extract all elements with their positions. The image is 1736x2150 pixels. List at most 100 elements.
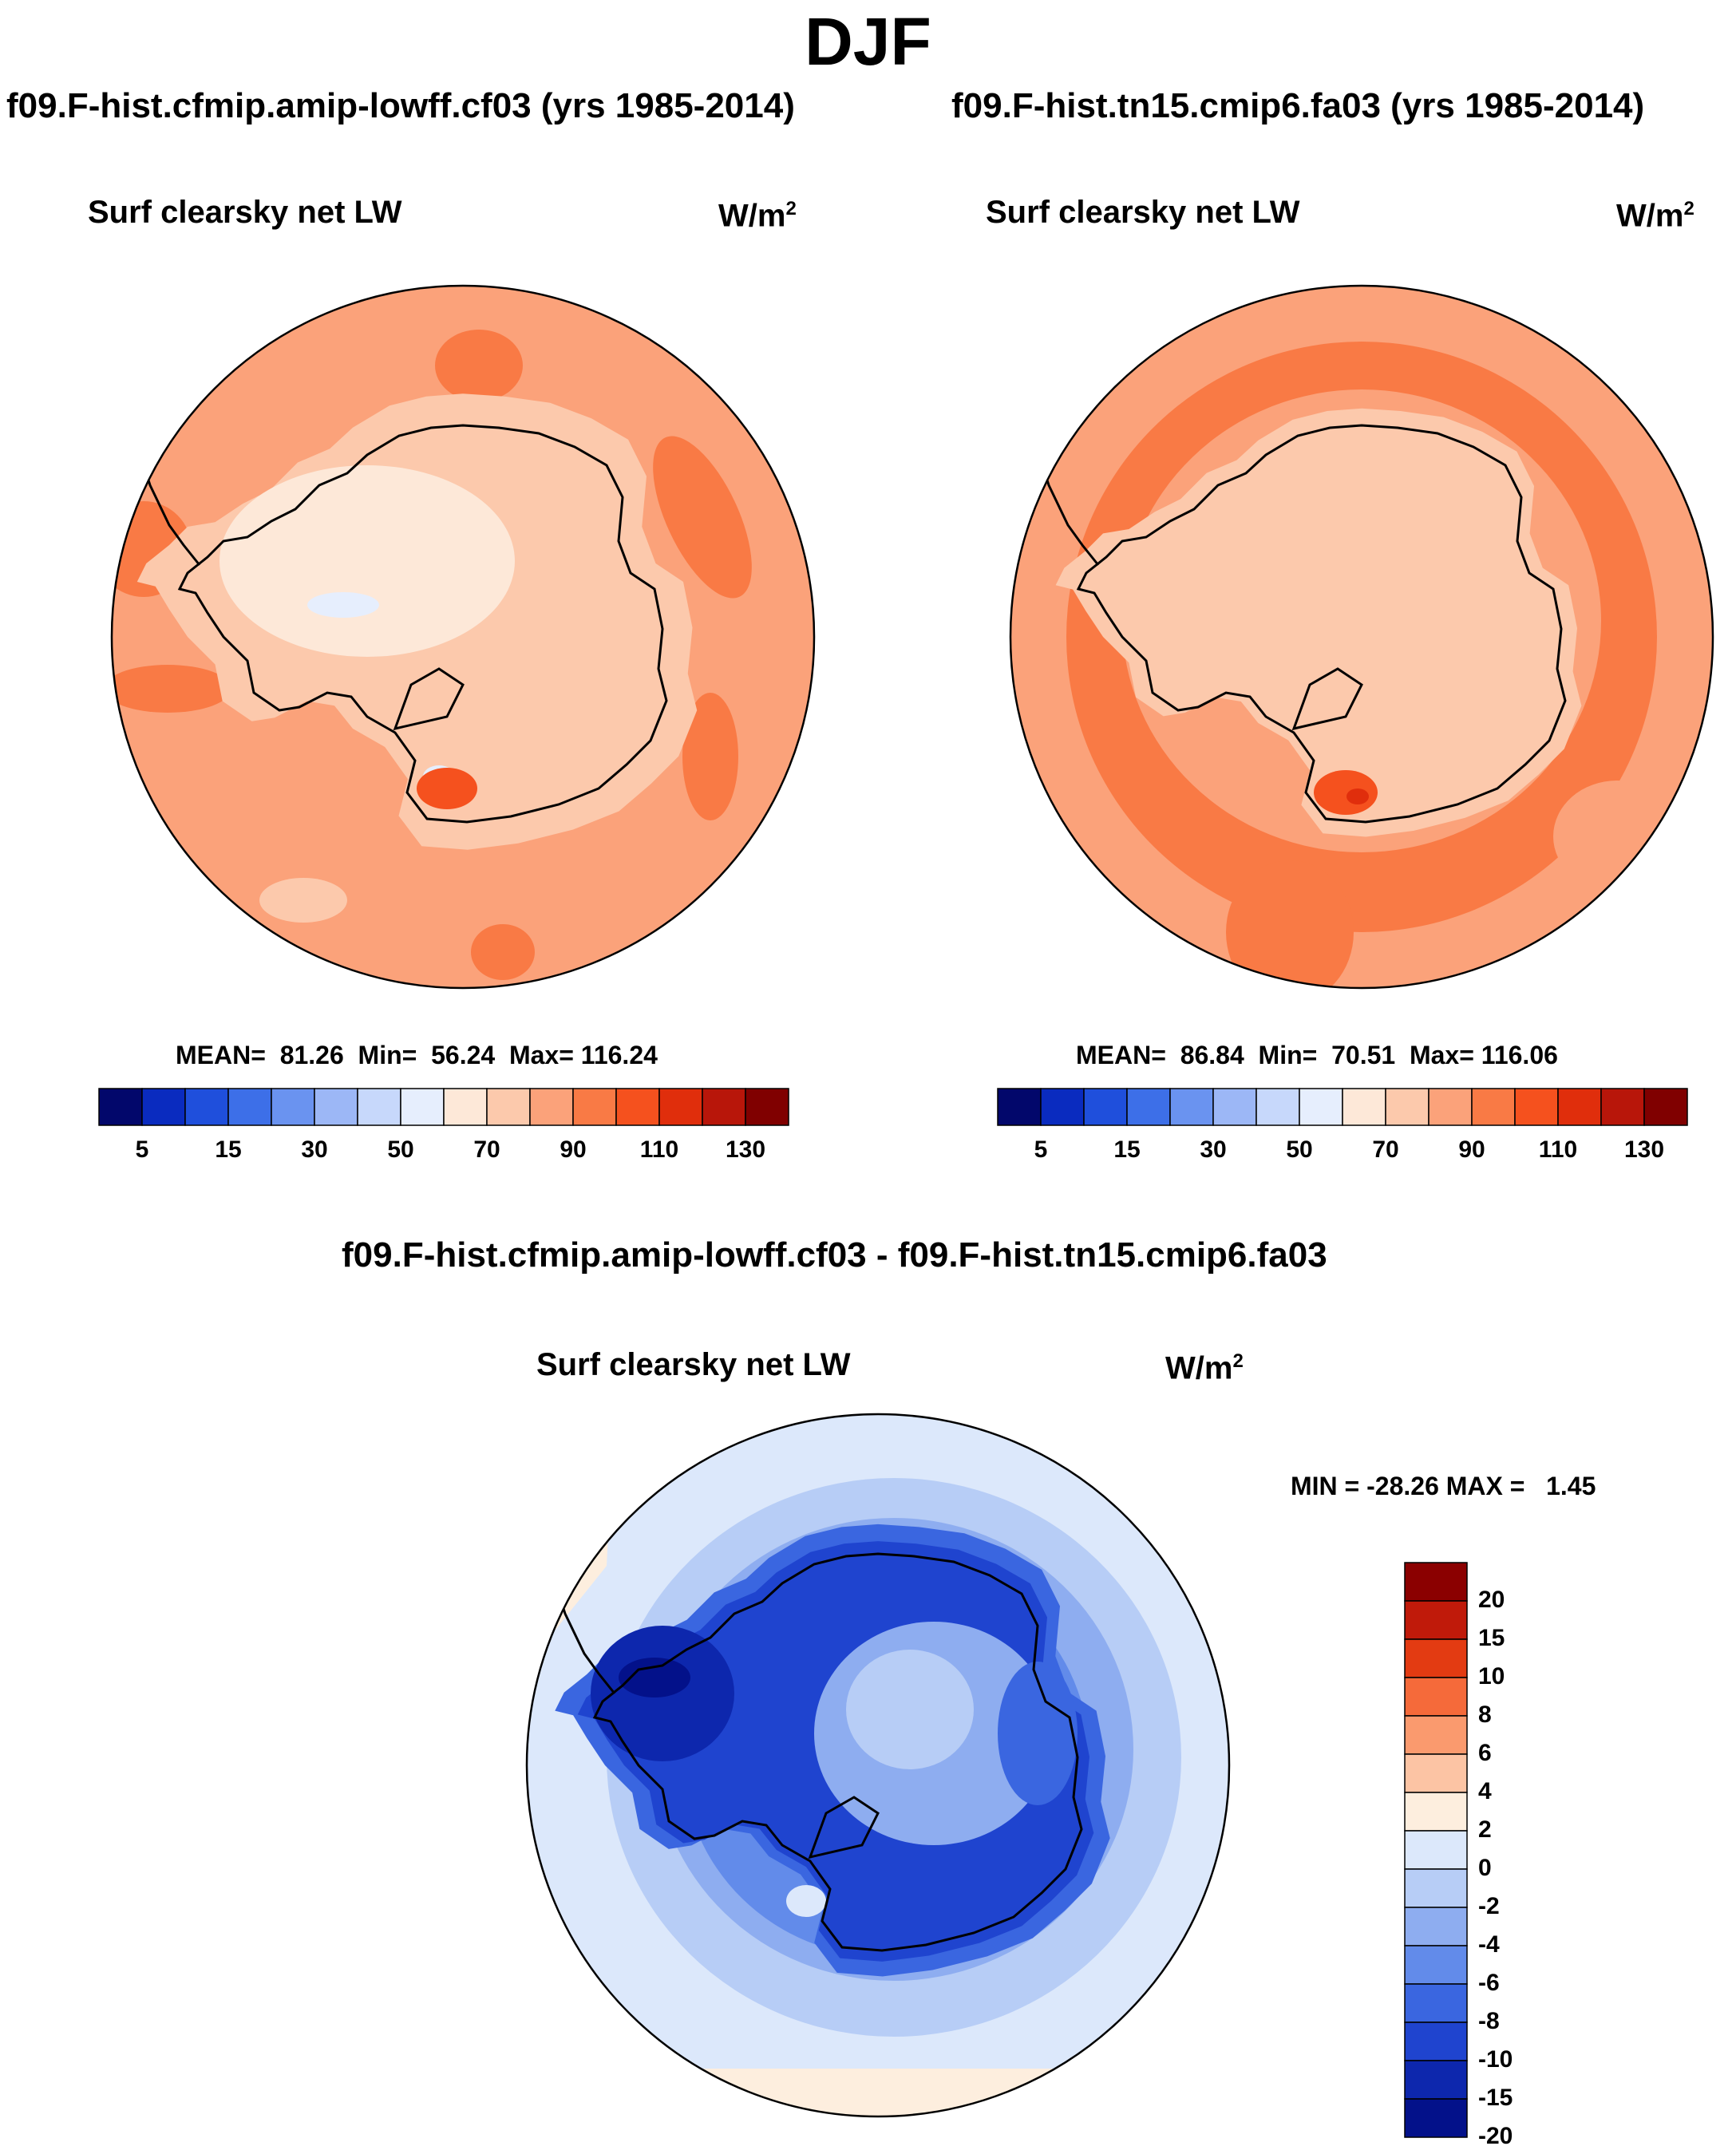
diff-variable-label: Surf clearsky net LW [536, 1347, 851, 1382]
colorbar-tick-label: 15 [1113, 1136, 1141, 1163]
colorbar-swatch [1557, 1088, 1602, 1126]
diff-anomaly-patch [619, 1658, 690, 1697]
colorbar-tick-label: 130 [1623, 1136, 1665, 1163]
colorbar-tick-label: 5 [1034, 1136, 1048, 1163]
colorbar-swatch [486, 1088, 531, 1126]
colorbar-tick-label: 50 [1286, 1136, 1313, 1163]
right-variable-label: Surf clearsky net LW [986, 195, 1300, 230]
colorbar-swatch [1404, 1868, 1468, 1908]
colorbar-tick-label: 130 [725, 1136, 766, 1163]
colorbar-swatch [184, 1088, 229, 1126]
colorbar-swatch [98, 1088, 143, 1126]
left-anomaly-patch [259, 878, 347, 923]
colorbar-tick-label: 15 [215, 1136, 242, 1163]
colorbar-swatch [1404, 1677, 1468, 1717]
colorbar-swatch [1404, 1945, 1468, 1985]
right-map-border [1009, 284, 1714, 990]
colorbar-swatch [1126, 1088, 1171, 1126]
colorbar-swatch [1404, 2098, 1468, 2138]
colorbar-swatch [702, 1088, 746, 1126]
diff-anomaly-patch [786, 1885, 826, 1917]
right-anomaly-patch [1346, 788, 1369, 804]
figure-title: DJF [805, 4, 931, 79]
colorbar-swatch [1404, 1638, 1468, 1678]
colorbar-tick-label: 2 [1478, 1816, 1492, 1843]
right-ice-shelf [1291, 667, 1363, 731]
left-anomaly-patch [471, 924, 535, 980]
diff-ice-shelf [808, 1796, 880, 1860]
colorbar-swatch [1404, 1753, 1468, 1793]
colorbar-swatch [1600, 1088, 1645, 1126]
colorbar-swatch [400, 1088, 445, 1126]
colorbar-tick-label: 70 [473, 1136, 500, 1163]
colorbar-swatch [1342, 1088, 1386, 1126]
left-stats: MEAN= 81.26 Min= 56.24 Max= 116.24 [176, 1041, 658, 1069]
colorbar-tick-label: 90 [1458, 1136, 1485, 1163]
right-anomaly-patch [1226, 860, 1354, 988]
colorbar-swatch [1428, 1088, 1473, 1126]
colorbar-swatch [1169, 1088, 1214, 1126]
colorbar-tick-label: -20 [1478, 2123, 1513, 2149]
colorbar-swatch [357, 1088, 401, 1126]
colorbar-swatch [443, 1088, 488, 1126]
diff-case-title: f09.F-hist.cfmip.amip-lowff.cf03 - f09.F… [342, 1235, 1327, 1275]
colorbar-swatch [1256, 1088, 1300, 1126]
right-case-title: f09.F-hist.tn15.cmip6.fa03 (yrs 1985-201… [951, 86, 1645, 125]
colorbar-tick-label: 0 [1478, 1855, 1492, 1881]
colorbar-tick-label: 4 [1478, 1778, 1492, 1804]
colorbar-swatch [1404, 1562, 1468, 1602]
right-polar-map [1009, 284, 1714, 990]
colorbar-swatch [529, 1088, 574, 1126]
diff-colorbar [1404, 1562, 1468, 2138]
colorbar-swatch [141, 1088, 186, 1126]
colorbar-swatch [1040, 1088, 1085, 1126]
diff-units: W/m2 [1165, 1350, 1244, 1386]
right-anomaly-patch [1553, 781, 1681, 892]
colorbar-tick-label: 5 [135, 1136, 149, 1163]
colorbar-swatch [997, 1088, 1042, 1126]
colorbar-swatch [1083, 1088, 1128, 1126]
colorbar-tick-label: 6 [1478, 1740, 1492, 1766]
left-polar-map [110, 284, 816, 990]
colorbar-swatch [1404, 1792, 1468, 1832]
colorbar-tick-label: -6 [1478, 1970, 1500, 1996]
colorbar-tick-label: 10 [1478, 1663, 1505, 1690]
colorbar-swatch [1404, 1830, 1468, 1870]
left-units: W/m2 [718, 198, 797, 234]
diff-anomaly-patch [998, 1662, 1078, 1805]
colorbar-swatch [1404, 2060, 1468, 2100]
left-anomaly-patch [682, 693, 738, 820]
right-units: W/m2 [1616, 198, 1694, 234]
colorbar-tick-label: -4 [1478, 1931, 1500, 1958]
colorbar-tick-label: 20 [1478, 1587, 1505, 1613]
diff-anomaly-patch [846, 1650, 974, 1769]
colorbar-swatch [314, 1088, 358, 1126]
left-anomaly-patch [435, 330, 523, 401]
colorbar-swatch [658, 1088, 703, 1126]
colorbar-tick-label: 70 [1372, 1136, 1399, 1163]
right-anomaly-patch [1314, 770, 1378, 815]
colorbar-swatch [745, 1088, 789, 1126]
colorbar-tick-label: 15 [1478, 1625, 1505, 1651]
colorbar-tick-label: 8 [1478, 1701, 1492, 1728]
colorbar-swatch [1404, 1600, 1468, 1640]
diff-anomaly-patch [527, 2069, 1229, 2116]
colorbar-swatch [1299, 1088, 1343, 1126]
colorbar-tick-label: -15 [1478, 2085, 1513, 2111]
colorbar-swatch [615, 1088, 660, 1126]
colorbar-tick-label: -2 [1478, 1893, 1500, 1919]
left-anomaly-patch [653, 436, 752, 599]
colorbar-swatch [1643, 1088, 1688, 1126]
colorbar-swatch [1404, 1907, 1468, 1946]
colorbar-tick-label: -8 [1478, 2008, 1500, 2034]
diff-map-border [525, 1413, 1231, 2118]
colorbar-tick-label: 90 [560, 1136, 587, 1163]
colorbar-swatch [1404, 2022, 1468, 2061]
left-anomaly-patch [219, 465, 515, 657]
left-colorbar [98, 1088, 789, 1126]
colorbar-swatch [1212, 1088, 1257, 1126]
diff-polar-map [525, 1413, 1231, 2118]
colorbar-tick-label: -10 [1478, 2046, 1513, 2073]
right-colorbar [997, 1088, 1688, 1126]
